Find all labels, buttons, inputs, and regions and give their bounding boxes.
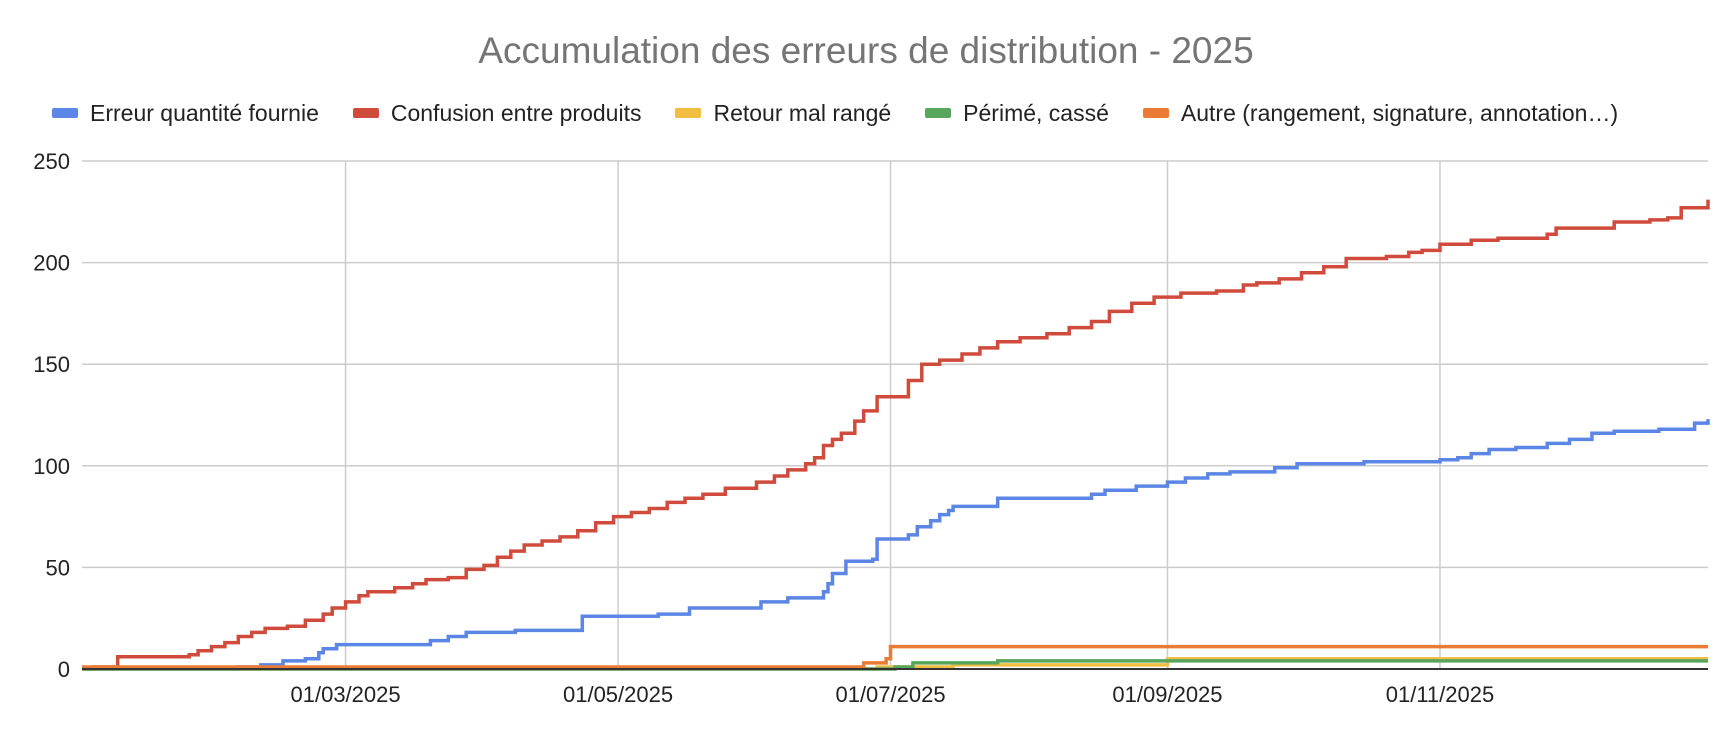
- legend-label: Autre (rangement, signature, annotation……: [1180, 99, 1619, 126]
- legend-swatch: [675, 108, 702, 118]
- x-tick-label: 01/09/2025: [1112, 682, 1222, 707]
- chart-title: Accumulation des erreurs de distribution…: [478, 30, 1254, 71]
- series-line-1: [82, 199, 1710, 671]
- y-tick-label: 50: [46, 555, 70, 580]
- legend-swatch: [1142, 108, 1169, 118]
- series-line-4: [82, 644, 1708, 669]
- legend-label: Retour mal rangé: [713, 99, 892, 126]
- y-tick-label: 150: [33, 352, 70, 377]
- x-tick-label: 01/03/2025: [291, 682, 401, 707]
- legend-label: Erreur quantité fournie: [90, 99, 319, 126]
- legend-swatch: [352, 108, 379, 118]
- legend-item: Autre (rangement, signature, annotation……: [1142, 99, 1619, 127]
- x-tick-label: 01/07/2025: [835, 682, 945, 707]
- legend-item: Périmé, cassé: [925, 100, 1109, 127]
- legend-label: Périmé, cassé: [963, 99, 1109, 126]
- legend-swatch: [52, 108, 78, 118]
- series-line-0: [82, 419, 1710, 671]
- y-tick-label: 200: [33, 251, 70, 276]
- legend-item: Erreur quantité fournie: [52, 100, 319, 127]
- legend-swatch: [925, 108, 952, 118]
- legend-label: Confusion entre produits: [390, 99, 642, 126]
- legend-item: Confusion entre produits: [352, 99, 642, 127]
- x-tick-label: 01/11/2025: [1386, 682, 1494, 707]
- legend-item: Retour mal rangé: [675, 100, 891, 127]
- chart-legend: Erreur quantité fournie Confusion entre p…: [52, 98, 1652, 128]
- x-tick-label: 01/05/2025: [563, 682, 673, 707]
- y-tick-label: 250: [33, 149, 70, 174]
- y-tick-label: 100: [33, 454, 70, 479]
- y-tick-label: 0: [58, 657, 70, 682]
